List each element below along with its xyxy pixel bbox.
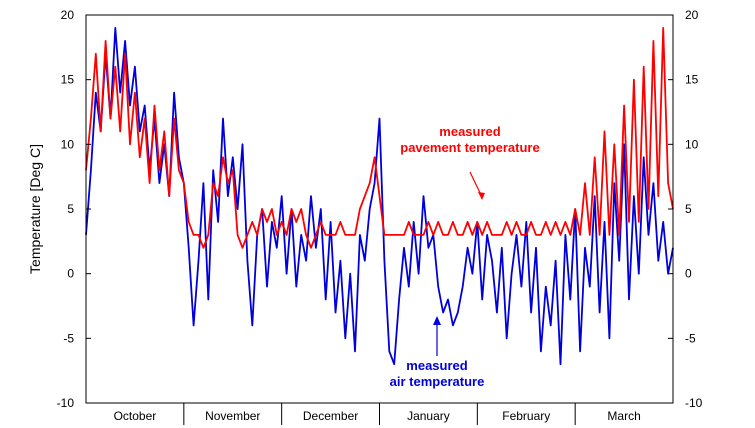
annotation-pavement-text: measured — [439, 124, 500, 139]
y-tick-label-left: -5 — [63, 331, 74, 345]
x-month-label: October — [114, 409, 157, 423]
x-month-label: January — [407, 409, 450, 423]
annotation-air-text: air temperature — [390, 374, 485, 389]
y-tick-label-left: 20 — [61, 8, 75, 22]
ticks-layer: -10 -10 -5 -5 0 0 5 5 10 10 15 15 20 20 October Novembe… — [57, 8, 703, 425]
x-month-label: March — [607, 409, 640, 423]
y-axis-title: Temperature [Deg C] — [27, 144, 43, 274]
series-layer — [85, 26, 674, 366]
series-line-pavement — [85, 26, 674, 249]
y-tick-label-right: -5 — [685, 331, 696, 345]
y-tick-label-left: -10 — [57, 396, 75, 410]
x-month-label: November — [205, 409, 260, 423]
y-tick-label-left: 5 — [67, 202, 74, 216]
y-tick-label-left: 10 — [61, 137, 75, 151]
y-tick-label-right: 5 — [685, 202, 692, 216]
annotation-pavement-text: pavement temperature — [400, 140, 539, 155]
y-tick-label-right: 0 — [685, 267, 692, 281]
y-tick-label-right: 15 — [685, 73, 699, 87]
annotation-air-text: measured — [406, 358, 467, 373]
y-tick-label-right: 20 — [685, 8, 699, 22]
annotation-pavement-arrowhead — [478, 192, 485, 200]
y-tick-label-left: 15 — [61, 73, 75, 87]
x-month-label: December — [303, 409, 358, 423]
y-tick-label-right: -10 — [685, 396, 703, 410]
plot-frame — [85, 14, 674, 404]
x-month-label: February — [502, 409, 550, 423]
y-tick-label-right: 10 — [685, 137, 699, 151]
annotation-air-arrowhead — [433, 316, 441, 325]
y-tick-label-left: 0 — [67, 267, 74, 281]
